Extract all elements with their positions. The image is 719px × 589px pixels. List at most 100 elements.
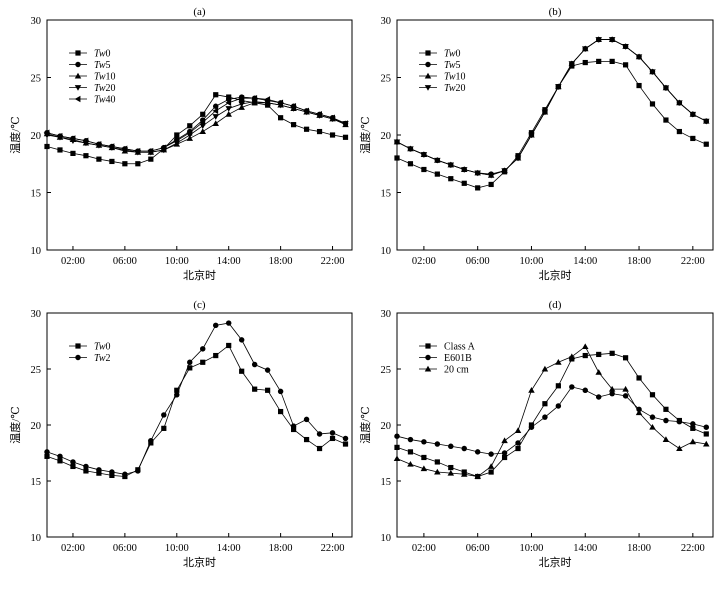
data-point (252, 386, 258, 392)
legend-marker (424, 365, 432, 372)
data-point (555, 359, 562, 365)
legend-label: Tw5 (444, 60, 461, 71)
legend-label: Tw20 (94, 83, 116, 94)
data-point (342, 435, 349, 442)
data-point (622, 44, 629, 50)
data-point (225, 106, 232, 112)
data-point (57, 453, 63, 460)
data-point (393, 455, 401, 462)
data-point (161, 412, 167, 418)
y-tick-label: 30 (31, 309, 42, 320)
data-point (199, 128, 206, 134)
y-tick-label: 10 (381, 246, 392, 257)
y-tick-label: 10 (31, 246, 42, 257)
data-point (662, 85, 670, 92)
data-point (689, 438, 697, 445)
series-tw2-c (44, 320, 349, 478)
data-point (649, 423, 656, 430)
data-point (238, 101, 245, 108)
data-point (609, 58, 615, 64)
y-axis-label: 温度/℃ (8, 406, 22, 443)
data-point (174, 387, 180, 393)
data-point (109, 158, 115, 165)
data-point (147, 147, 154, 155)
series-tw0-b (394, 58, 709, 191)
data-point (303, 416, 310, 423)
data-point (569, 384, 575, 390)
legend-marker (425, 343, 431, 349)
legend-marker (424, 85, 432, 91)
data-point (515, 445, 521, 452)
y-tick-label: 25 (31, 74, 42, 85)
data-point (278, 408, 284, 415)
x-axis-label: 北京时 (539, 268, 572, 282)
x-axis-label: 北京时 (539, 555, 572, 569)
data-point (635, 54, 643, 61)
y-tick-label: 20 (31, 131, 42, 142)
x-tick-label: 10:00 (520, 543, 544, 554)
data-point (447, 162, 455, 169)
data-point (225, 99, 232, 107)
data-point (394, 155, 400, 161)
data-point (44, 453, 50, 459)
data-point (393, 139, 401, 146)
data-point (434, 468, 441, 475)
x-tick-label: 10:00 (520, 256, 544, 267)
data-point (501, 450, 508, 456)
legend-label: Tw40 (94, 95, 116, 106)
data-point (173, 137, 180, 144)
legend-label: Tw0 (94, 342, 111, 353)
data-point (541, 109, 549, 116)
data-point (501, 168, 508, 174)
x-tick-label: 02:00 (61, 256, 85, 267)
y-tick-label: 20 (381, 131, 392, 142)
data-point (421, 454, 427, 461)
legend-label: Tw5 (94, 60, 111, 71)
chart-b: (b) 10 15 20 25 30 02:00 06:00 10:00 14:00 18:00 22… (358, 6, 714, 282)
data-point (461, 445, 467, 452)
data-point (226, 342, 232, 349)
data-point (501, 454, 508, 461)
data-point (555, 403, 562, 409)
y-tick-label: 20 (31, 421, 42, 432)
series-tw5-b (394, 36, 710, 177)
data-point (121, 145, 128, 153)
data-point (488, 181, 494, 188)
data-point (595, 369, 602, 375)
data-point (407, 449, 414, 455)
legend-label: Tw10 (94, 72, 116, 83)
chart-title-c: (c) (193, 299, 206, 311)
x-tick-label: 22:00 (321, 543, 345, 554)
data-point (663, 417, 669, 424)
data-point (316, 111, 322, 118)
data-point (595, 394, 602, 400)
data-point (329, 430, 336, 436)
data-point (57, 147, 63, 153)
legend-marker (425, 354, 431, 361)
data-point (69, 135, 76, 142)
legend-marker (74, 95, 81, 103)
data-point (199, 119, 206, 126)
data-point (316, 445, 323, 452)
legend-marker (425, 50, 431, 56)
data-point (676, 100, 683, 107)
data-point (213, 92, 219, 98)
data-point (134, 147, 141, 155)
legend-marker (75, 50, 81, 56)
data-point (212, 322, 219, 329)
data-point (448, 176, 454, 182)
data-point (213, 352, 219, 359)
data-point (83, 468, 89, 474)
series-tw0-a (44, 92, 349, 167)
legend-marker (74, 72, 82, 79)
y-tick-label: 30 (381, 16, 392, 27)
data-point (303, 436, 310, 443)
data-point (609, 350, 615, 356)
x-tick-label: 14:00 (217, 256, 241, 267)
data-point (135, 468, 141, 474)
data-point (622, 393, 629, 399)
data-point (460, 167, 468, 173)
data-point (501, 437, 508, 444)
x-tick-label: 10:00 (165, 256, 189, 267)
